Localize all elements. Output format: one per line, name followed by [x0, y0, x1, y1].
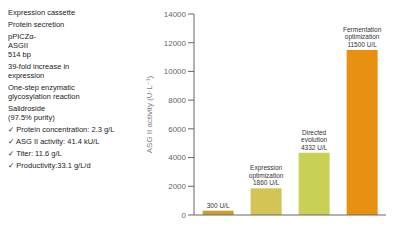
html-text:pPICZα- ASGII 514 bp: pPICZα- ASGII 514 bp: [8, 32, 37, 59]
svg-text:6000: 6000: [168, 125, 186, 134]
svg-text:4000: 4000: [168, 153, 186, 162]
html-text:✓ Titer: 11.6 g/L: ✓ Titer: 11.6 g/L: [8, 149, 62, 158]
html-text:Salidroside (97.5% purity): Salidroside (97.5% purity): [8, 104, 55, 122]
svg-text:Expressionoptimization1860 U/L: Expressionoptimization1860 U/L: [249, 164, 284, 186]
svg-text:8000: 8000: [168, 96, 186, 105]
html-text:Protein secretion: Protein secretion: [8, 20, 65, 29]
html-text:✓ ASG II activity: 41.4 kU/L: ✓ ASG II activity: 41.4 kU/L: [8, 137, 100, 146]
svg-text:14000: 14000: [164, 10, 187, 19]
html-text:39-fold increase in expression: 39-fold increase in expression: [8, 62, 70, 80]
svg-text:0: 0: [182, 211, 187, 220]
svg-text:Directedevolution4332 U/L: Directedevolution4332 U/L: [301, 129, 328, 151]
html-text:Expression cassette: Expression cassette: [8, 8, 76, 17]
svg-text:Fermentationoptimization11500: Fermentationoptimization11500 U/L: [343, 26, 382, 48]
svg-text:300 U/L: 300 U/L: [207, 202, 230, 209]
svg-text:2000: 2000: [168, 182, 186, 191]
html-text:✓ Protein concentration: 2.3 g: ✓ Protein concentration: 2.3 g/L: [8, 125, 115, 134]
svg-text:10000: 10000: [164, 67, 187, 76]
html-text:One-step enzymatic glycosylati: One-step enzymatic glycosylation reactio…: [8, 83, 80, 101]
svg-text:ASG II activity (U·L⁻¹): ASG II activity (U·L⁻¹): [145, 75, 154, 153]
svg-text:12000: 12000: [164, 39, 187, 48]
html-text:✓ Productivity:33.1 g/L/d: ✓ Productivity:33.1 g/L/d: [8, 161, 91, 170]
